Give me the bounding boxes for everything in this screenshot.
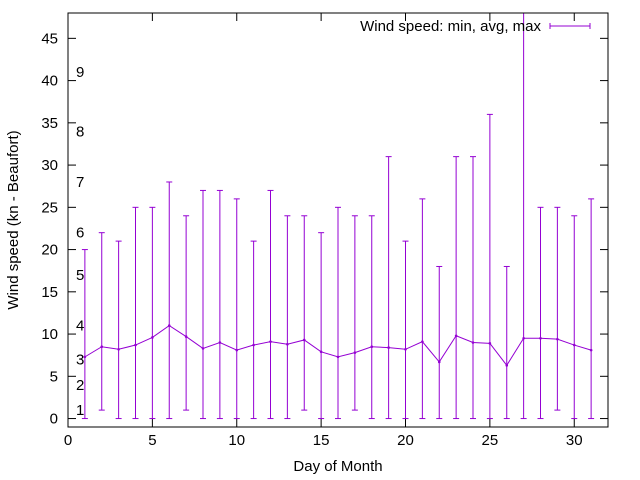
y-tick-label: 25 <box>41 199 58 216</box>
x-tick-label: 5 <box>148 432 156 449</box>
x-axis-label: Day of Month <box>293 458 382 475</box>
beaufort-annotation: 5 <box>76 267 84 284</box>
avg-point <box>589 348 593 352</box>
avg-point <box>421 340 424 343</box>
avg-point <box>167 324 171 327</box>
avg-point <box>218 341 222 344</box>
y-tick-label: 5 <box>50 368 58 385</box>
avg-point <box>336 355 340 359</box>
x-tick-label: 30 <box>566 432 583 449</box>
avg-point <box>572 343 576 347</box>
y-tick-label: 15 <box>41 284 58 301</box>
avg-point <box>437 360 441 364</box>
x-tick-label: 10 <box>228 432 245 449</box>
avg-point <box>151 336 154 339</box>
avg-point <box>471 341 475 344</box>
y-tick-label: 30 <box>41 157 58 174</box>
avg-point <box>83 355 87 359</box>
avg-point <box>353 351 357 354</box>
avg-point <box>117 347 120 351</box>
avg-point <box>505 364 509 367</box>
avg-point <box>387 346 390 349</box>
avg-point <box>522 336 525 340</box>
y-tick-label: 20 <box>41 242 58 259</box>
beaufort-annotation: 9 <box>76 64 84 81</box>
avg-point <box>302 338 306 342</box>
avg-point <box>184 335 188 338</box>
avg-point <box>404 347 407 351</box>
avg-point <box>556 337 559 341</box>
y-tick-label: 0 <box>50 411 58 428</box>
y-tick-label: 35 <box>41 115 58 132</box>
avg-point <box>235 348 239 352</box>
y-tick-label: 40 <box>41 73 58 90</box>
x-tick-label: 15 <box>313 432 330 449</box>
legend-label: Wind speed: min, avg, max <box>360 18 541 35</box>
legend: Wind speed: min, avg, max <box>360 18 591 35</box>
beaufort-annotation: 6 <box>76 225 84 242</box>
avg-point <box>134 343 137 347</box>
avg-point <box>201 347 205 350</box>
avg-point <box>100 345 104 349</box>
y-tick-label: 10 <box>41 326 58 343</box>
avg-point <box>370 345 374 349</box>
x-tick-label: 0 <box>64 432 72 449</box>
beaufort-annotation: 8 <box>76 123 84 140</box>
beaufort-annotation: 7 <box>76 174 84 191</box>
beaufort-annotation: 2 <box>76 377 84 394</box>
y-tick-label: 45 <box>41 30 58 47</box>
beaufort-annotations: 1 2 3 4 5 6 7 8 9 <box>76 64 84 419</box>
series-layer <box>81 12 595 420</box>
avg-point <box>286 342 289 346</box>
avg-point <box>252 343 255 347</box>
x-tick-label: 25 <box>482 432 499 449</box>
legend-sample <box>549 23 591 29</box>
avg-point <box>269 340 272 343</box>
x-tick-label: 20 <box>397 432 414 449</box>
beaufort-annotation: 4 <box>76 318 84 335</box>
avg-point <box>488 342 492 345</box>
avg-point <box>319 350 323 354</box>
beaufort-annotation: 3 <box>76 351 84 368</box>
y-axis-label: Wind speed (kn - Beaufort) <box>5 130 22 309</box>
plot-frame <box>67 12 609 428</box>
avg-point <box>454 334 458 338</box>
avg-point <box>539 336 542 340</box>
beaufort-annotation: 1 <box>76 402 84 419</box>
